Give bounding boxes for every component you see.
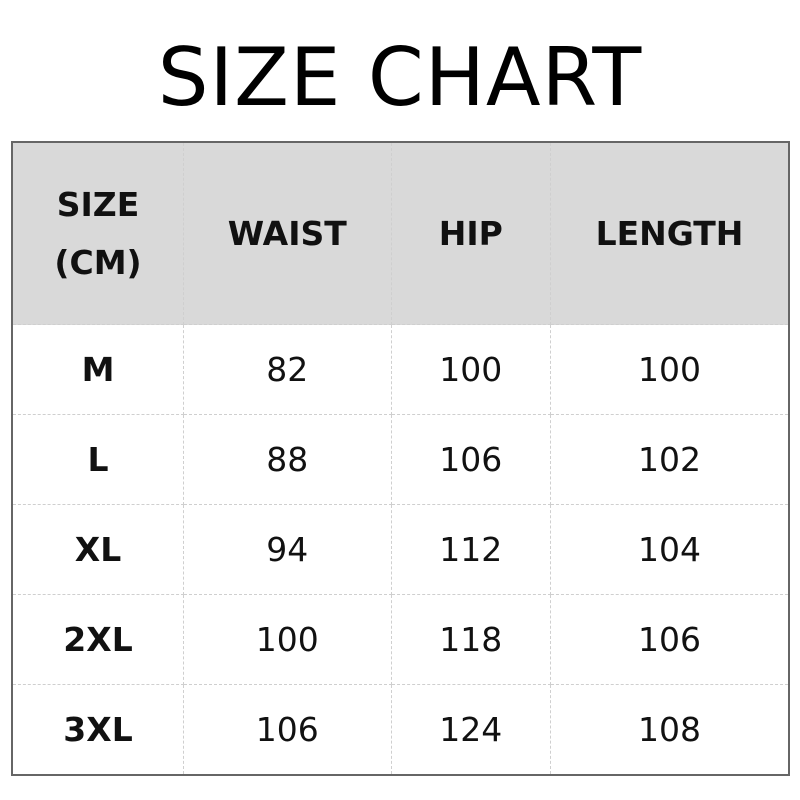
header-unit-label: (CM) — [54, 242, 142, 282]
header-row: SIZE (CM) WAIST HIP LENGTH — [11, 141, 790, 325]
table-row: L 88 106 102 — [11, 414, 790, 505]
cell-hip: 100 — [390, 324, 551, 415]
cell-length: 108 — [549, 684, 790, 776]
header-hip: HIP — [390, 141, 551, 325]
page-title: SIZE CHART — [157, 31, 643, 124]
cell-size: 3XL — [11, 684, 185, 776]
cell-size: L — [11, 414, 185, 505]
size-chart-table: SIZE (CM) WAIST HIP LENGTH M 82 100 100 L 88 10… — [11, 141, 790, 776]
cell-waist: 106 — [183, 684, 392, 776]
cell-hip: 106 — [390, 414, 551, 505]
cell-length: 102 — [549, 414, 790, 505]
cell-size: 2XL — [11, 594, 185, 685]
cell-length: 100 — [549, 324, 790, 415]
cell-length: 104 — [549, 504, 790, 595]
cell-size: M — [11, 324, 185, 415]
header-size: SIZE (CM) — [11, 141, 185, 325]
cell-length: 106 — [549, 594, 790, 685]
table-row: 2XL 100 118 106 — [11, 594, 790, 685]
cell-waist: 94 — [183, 504, 392, 595]
cell-waist: 88 — [183, 414, 392, 505]
table-row: M 82 100 100 — [11, 324, 790, 415]
cell-waist: 82 — [183, 324, 392, 415]
table-row: XL 94 112 104 — [11, 504, 790, 595]
header-length: LENGTH — [549, 141, 790, 325]
cell-hip: 118 — [390, 594, 551, 685]
header-waist: WAIST — [183, 141, 392, 325]
cell-waist: 100 — [183, 594, 392, 685]
cell-hip: 124 — [390, 684, 551, 776]
table-row: 3XL 106 124 108 — [11, 684, 790, 776]
header-size-label: SIZE — [56, 184, 140, 224]
cell-size: XL — [11, 504, 185, 595]
cell-hip: 112 — [390, 504, 551, 595]
